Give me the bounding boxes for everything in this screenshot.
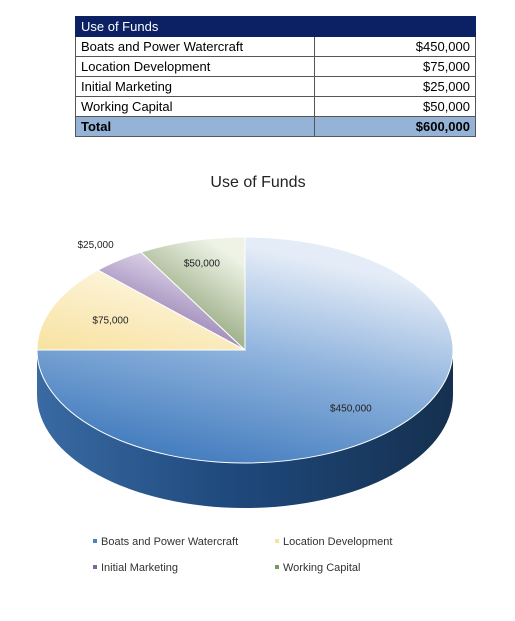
row-amount: $25,000 <box>314 76 476 97</box>
chart-title: Use of Funds <box>210 174 305 191</box>
table-header-row: Use of Funds <box>75 16 476 37</box>
legend: Boats and Power Watercraft Location Devel… <box>93 536 392 574</box>
total-row: Total $600,000 <box>75 116 476 137</box>
row-label: Working Capital <box>75 96 315 117</box>
table-header: Use of Funds <box>75 16 476 37</box>
pie-side <box>37 350 453 508</box>
legend-label-initial-marketing: Initial Marketing <box>101 562 178 574</box>
table-row: Initial Marketing $25,000 <box>75 76 476 97</box>
row-label: Initial Marketing <box>75 76 315 97</box>
table-row: Boats and Power Watercraft $450,000 <box>75 36 476 57</box>
pie-chart: Use of Funds $450,000 $75,000 $25,000 $50,0… <box>36 174 454 574</box>
legend-swatch-initial-marketing <box>93 565 97 569</box>
pie-slices <box>36 236 454 464</box>
legend-swatch-boats-and-power-watercraft <box>93 539 97 543</box>
table-row: Location Development $75,000 <box>75 56 476 77</box>
row-label: Boats and Power Watercraft <box>75 36 315 57</box>
pie-slice-boats-and-power-watercraft <box>36 236 454 464</box>
table-row: Working Capital $50,000 <box>75 96 476 117</box>
data-label-working-capital: $50,000 <box>184 259 221 270</box>
pie-side-boats-and-power-watercraft <box>37 350 453 508</box>
data-label-boats-and-power-watercraft: $450,000 <box>330 404 372 415</box>
pie-slice-location-development <box>36 269 246 351</box>
row-amount: $75,000 <box>314 56 476 77</box>
legend-swatch-location-development <box>275 539 279 543</box>
legend-label-boats-and-power-watercraft: Boats and Power Watercraft <box>101 536 238 548</box>
total-label: Total <box>75 116 315 137</box>
legend-label-location-development: Location Development <box>283 536 392 548</box>
data-labels: $450,000 $75,000 $25,000 $50,000 <box>78 240 373 414</box>
legend-swatch-working-capital <box>275 565 279 569</box>
legend-label-working-capital: Working Capital <box>283 562 360 574</box>
row-amount: $450,000 <box>314 36 476 57</box>
data-label-initial-marketing: $25,000 <box>78 240 115 251</box>
total-amount: $600,000 <box>314 116 476 137</box>
row-label: Location Development <box>75 56 315 77</box>
row-amount: $50,000 <box>314 96 476 117</box>
use-of-funds-table: Use of Funds Boats and Power Watercraft … <box>75 16 476 137</box>
data-label-location-development: $75,000 <box>92 316 129 327</box>
pie-slice-working-capital <box>140 236 246 352</box>
